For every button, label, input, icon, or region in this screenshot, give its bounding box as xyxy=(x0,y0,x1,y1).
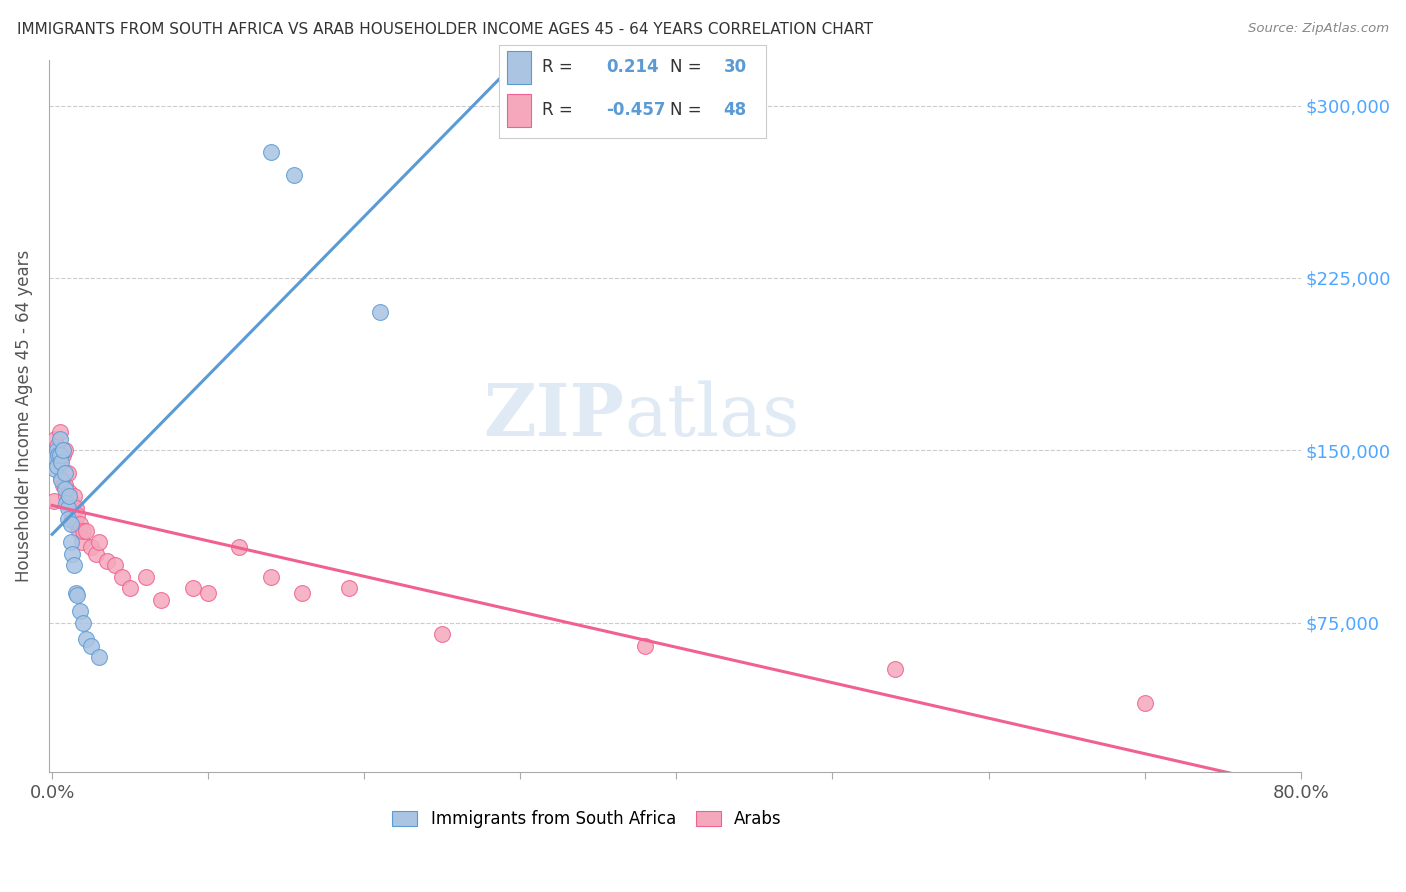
Point xyxy=(80,540,103,554)
Point xyxy=(337,581,360,595)
Text: ZIP: ZIP xyxy=(484,380,624,451)
Point xyxy=(197,586,219,600)
Point xyxy=(59,516,82,531)
Point xyxy=(56,467,79,481)
Point xyxy=(52,443,75,458)
Point xyxy=(111,570,134,584)
Point xyxy=(84,547,107,561)
Point xyxy=(259,570,281,584)
Point xyxy=(87,650,110,665)
Point xyxy=(150,592,173,607)
Point xyxy=(1133,696,1156,710)
Point xyxy=(80,639,103,653)
Point xyxy=(259,145,281,159)
Text: 30: 30 xyxy=(724,58,747,76)
Point xyxy=(46,448,69,462)
Point xyxy=(65,516,87,531)
Point xyxy=(63,558,86,573)
Point xyxy=(120,581,142,595)
Point xyxy=(72,524,94,538)
Point xyxy=(69,516,91,531)
Text: IMMIGRANTS FROM SOUTH AFRICA VS ARAB HOUSEHOLDER INCOME AGES 45 - 64 YEARS CORRE: IMMIGRANTS FROM SOUTH AFRICA VS ARAB HOU… xyxy=(17,22,873,37)
Point xyxy=(51,455,73,469)
Point xyxy=(44,432,66,446)
Text: Source: ZipAtlas.com: Source: ZipAtlas.com xyxy=(1249,22,1389,36)
Legend: Immigrants from South Africa, Arabs: Immigrants from South Africa, Arabs xyxy=(385,804,789,835)
Point xyxy=(56,512,79,526)
Point xyxy=(66,588,89,602)
Point xyxy=(52,477,75,491)
Point xyxy=(65,586,87,600)
Text: R =: R = xyxy=(541,58,572,76)
Point xyxy=(55,489,77,503)
Point xyxy=(60,508,83,522)
Point xyxy=(75,524,97,538)
Point xyxy=(46,448,69,462)
Point xyxy=(63,489,86,503)
Point xyxy=(883,662,905,676)
Point xyxy=(181,581,204,595)
Text: N =: N = xyxy=(671,101,702,120)
Point xyxy=(52,448,75,462)
Point xyxy=(42,494,65,508)
Point xyxy=(103,558,125,573)
Text: R =: R = xyxy=(541,101,572,120)
Point xyxy=(75,632,97,646)
Point xyxy=(228,540,250,554)
Point xyxy=(66,508,89,522)
Point xyxy=(59,494,82,508)
Point xyxy=(283,168,305,182)
Point xyxy=(42,450,65,465)
Point xyxy=(368,305,391,319)
Point xyxy=(634,639,657,653)
Point xyxy=(45,443,67,458)
Point xyxy=(44,461,66,475)
Point xyxy=(49,455,72,469)
Point xyxy=(58,484,80,499)
Point xyxy=(53,477,76,491)
Point xyxy=(51,473,73,487)
Point xyxy=(49,448,72,462)
Point xyxy=(56,500,79,515)
Point xyxy=(58,489,80,503)
Point xyxy=(49,432,72,446)
Text: N =: N = xyxy=(671,58,702,76)
Point xyxy=(135,570,157,584)
Point xyxy=(87,535,110,549)
Point xyxy=(45,459,67,474)
Text: 48: 48 xyxy=(724,101,747,120)
Point xyxy=(65,500,87,515)
Point xyxy=(44,448,66,462)
Point xyxy=(49,425,72,439)
Point xyxy=(96,553,118,567)
Text: -0.457: -0.457 xyxy=(606,101,665,120)
Bar xyxy=(508,95,531,127)
Point xyxy=(55,496,77,510)
Point xyxy=(53,467,76,481)
Point xyxy=(56,494,79,508)
Point xyxy=(72,615,94,630)
Point xyxy=(46,455,69,469)
Point xyxy=(53,443,76,458)
Point xyxy=(67,524,90,538)
Point xyxy=(69,604,91,618)
Point xyxy=(60,547,83,561)
Point xyxy=(432,627,454,641)
Text: 0.214: 0.214 xyxy=(606,58,658,76)
Point xyxy=(45,439,67,453)
Point xyxy=(291,586,314,600)
Point xyxy=(60,512,83,526)
Point xyxy=(51,471,73,485)
Point xyxy=(59,535,82,549)
Point xyxy=(70,535,93,549)
Y-axis label: Householder Income Ages 45 - 64 years: Householder Income Ages 45 - 64 years xyxy=(15,250,32,582)
Point xyxy=(53,483,76,497)
Text: atlas: atlas xyxy=(624,381,800,451)
Bar xyxy=(508,51,531,84)
